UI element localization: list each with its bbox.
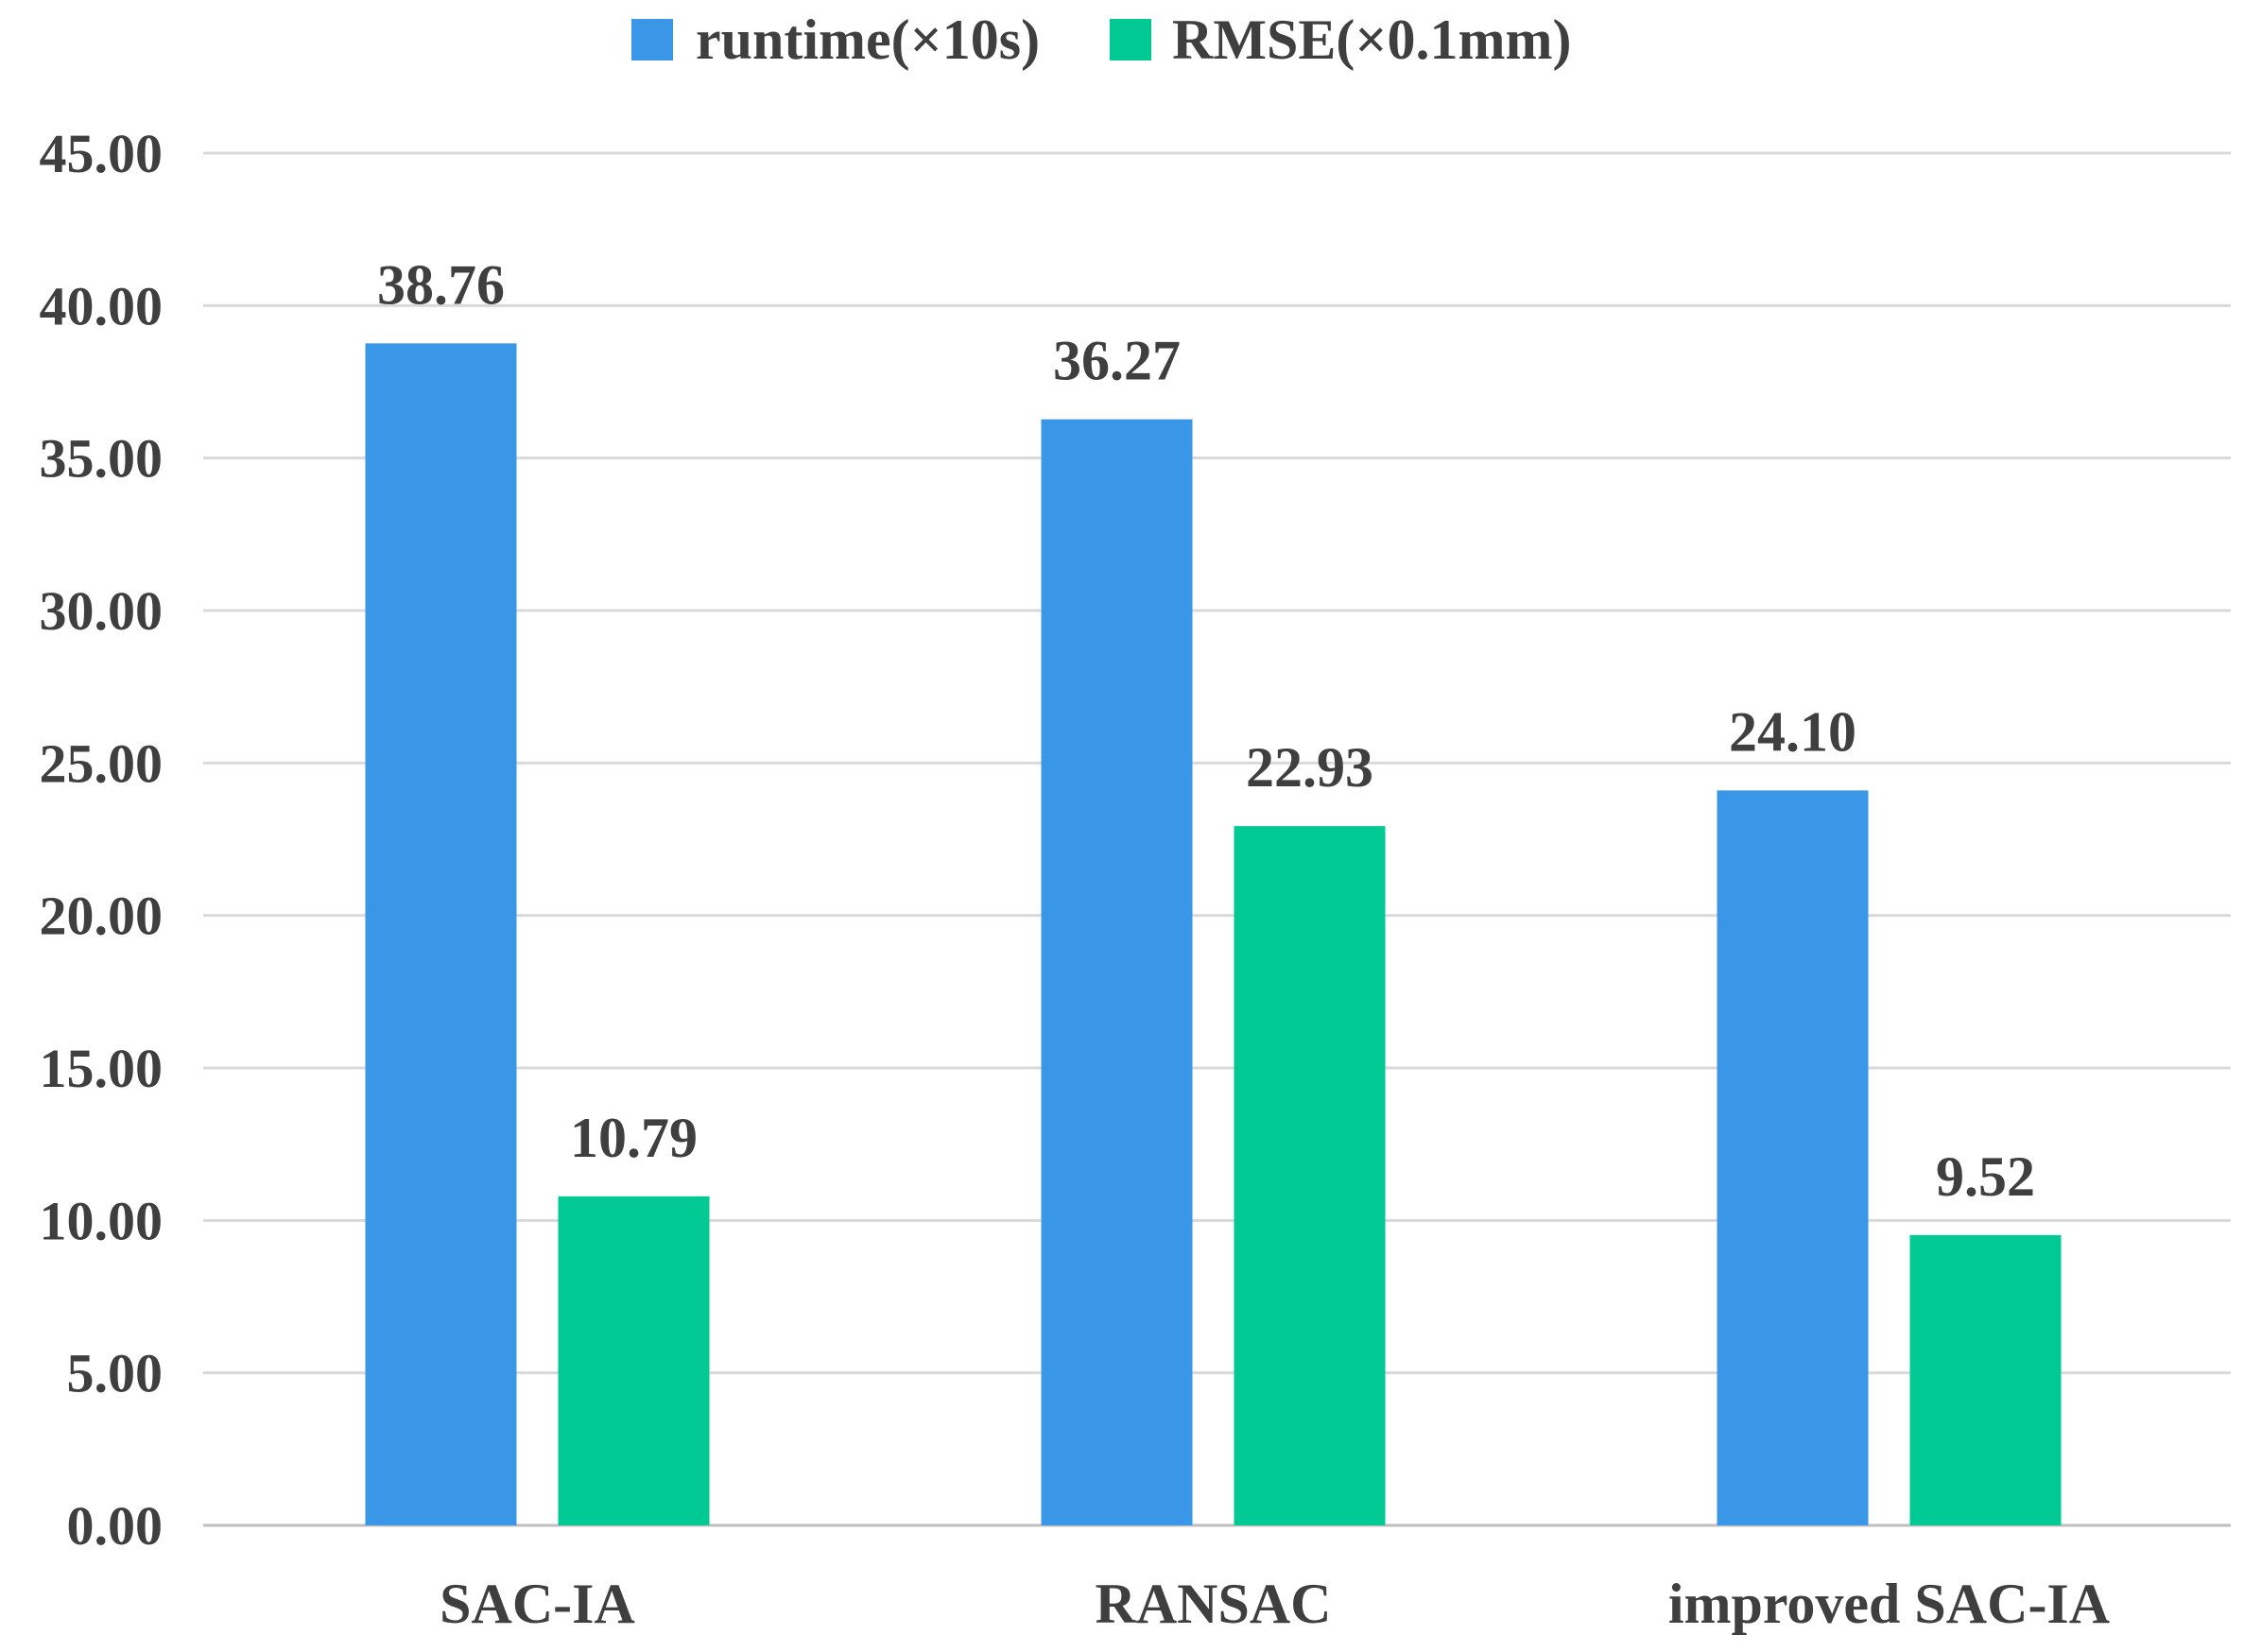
x-tick-label: SAC-IA: [440, 1573, 635, 1635]
y-tick-label: 35.00: [40, 428, 164, 490]
legend-label-rmse: RMSE(×0.1mm): [1172, 9, 1571, 71]
y-tick-label: 0.00: [67, 1495, 164, 1557]
legend-swatch-runtime: [631, 19, 673, 60]
y-tick-label: 10.00: [40, 1190, 164, 1251]
y-tick-label: 25.00: [40, 732, 164, 794]
y-tick-label: 40.00: [40, 275, 164, 336]
y-tick-label: 15.00: [40, 1038, 164, 1099]
x-tick-label: improved SAC-IA: [1668, 1573, 2110, 1635]
data-label-runtime-sac-ia: 38.76: [377, 253, 505, 316]
x-axis-category-labels: SAC-IA RANSAC improved SAC-IA: [440, 1573, 2110, 1635]
bar-rmse-ransac: [1234, 826, 1386, 1525]
legend: runtime(×10s) RMSE(×0.1mm): [631, 9, 1571, 71]
y-tick-label: 5.00: [67, 1343, 164, 1404]
x-tick-label: RANSAC: [1095, 1573, 1331, 1635]
data-label-rmse-improved-sac-ia: 9.52: [1936, 1145, 2035, 1208]
data-label-rmse-sac-ia: 10.79: [570, 1107, 698, 1169]
y-tick-label: 20.00: [40, 886, 164, 947]
bar-rmse-improved-sac-ia: [1910, 1235, 2062, 1525]
data-label-runtime-improved-sac-ia: 24.10: [1729, 700, 1856, 763]
y-tick-label: 30.00: [40, 580, 164, 642]
bar-chart: runtime(×10s) RMSE(×0.1mm) 0.00 5.00 10.00…: [0, 0, 2244, 1652]
chart-container: runtime(×10s) RMSE(×0.1mm) 0.00 5.00 10.00…: [0, 0, 2244, 1652]
bar-runtime-improved-sac-ia: [1718, 790, 1869, 1525]
bars: [366, 343, 2062, 1525]
legend-label-runtime: runtime(×10s): [696, 9, 1040, 71]
legend-swatch-rmse: [1110, 19, 1151, 60]
bar-rmse-sac-ia: [559, 1196, 710, 1525]
bar-runtime-ransac: [1042, 420, 1193, 1525]
y-axis-tick-labels: 0.00 5.00 10.00 15.00 20.00 25.00 30.00 35.00 40…: [40, 123, 164, 1557]
data-label-rmse-ransac: 22.93: [1246, 736, 1373, 799]
y-tick-label: 45.00: [40, 123, 164, 184]
data-label-runtime-ransac: 36.27: [1053, 330, 1181, 392]
bar-runtime-sac-ia: [366, 343, 517, 1525]
